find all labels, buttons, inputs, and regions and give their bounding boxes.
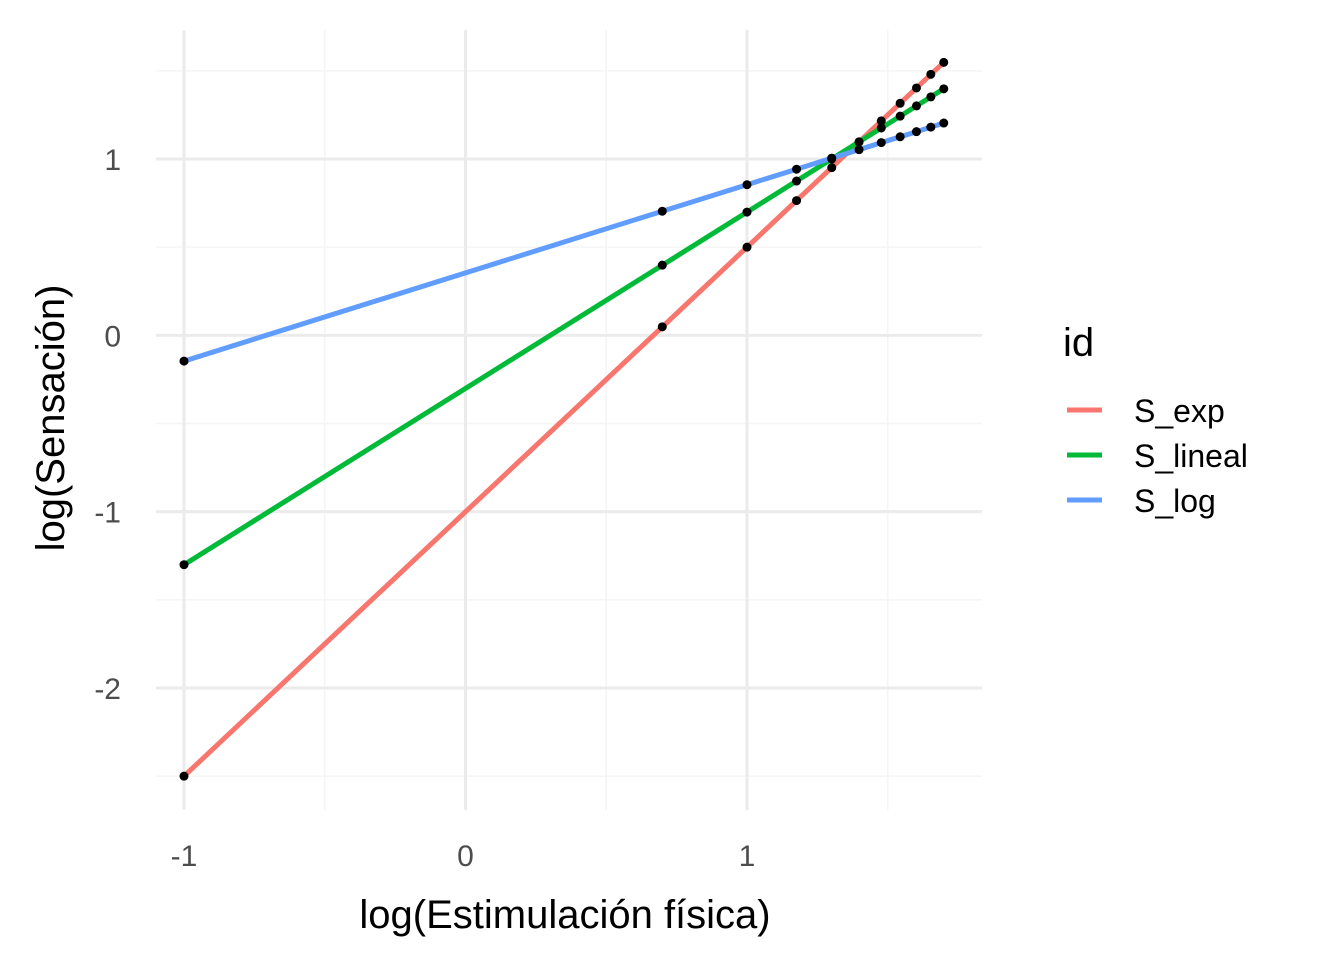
data-point-S_lineal (792, 176, 802, 186)
legend: id S_exp S_lineal S_log (1063, 321, 1248, 519)
data-point-S_log (876, 138, 886, 148)
data-point-S_exp (792, 196, 802, 206)
x-tick-labels: -1 0 1 (171, 840, 756, 873)
data-point-S_lineal (911, 101, 921, 111)
data-point-S_log (926, 122, 936, 132)
data-point-S_exp (657, 322, 667, 332)
grid (156, 30, 982, 810)
data-point-S_lineal (742, 207, 752, 217)
data-point-S_log (827, 153, 837, 163)
data-point-S_exp (827, 163, 837, 173)
data-point-S_exp (926, 69, 936, 79)
y-tick-label: -1 (94, 497, 121, 530)
data-point-S_exp (895, 98, 905, 108)
legend-title: id (1063, 321, 1094, 365)
data-point-S_log (854, 145, 864, 155)
data-point-S_log (911, 127, 921, 137)
data-point-S_exp (939, 57, 949, 67)
data-point-S_log (792, 164, 802, 174)
data-point-S_exp (179, 771, 189, 781)
x-axis-title: log(Estimulación física) (359, 893, 770, 937)
data-point-S_log (179, 356, 189, 366)
data-point-S_log (742, 180, 752, 190)
data-point-S_log (939, 118, 949, 128)
data-point-S_lineal (926, 92, 936, 102)
x-tick-label: 0 (457, 840, 474, 873)
legend-label-S_log: S_log (1134, 483, 1216, 519)
y-axis-title: log(Sensación) (29, 285, 73, 552)
y-tick-label: 0 (104, 320, 121, 353)
y-tick-label: -2 (94, 673, 121, 706)
data-point-S_lineal (939, 84, 949, 94)
data-points (179, 57, 949, 781)
y-tick-labels: 1 0 -1 -2 (94, 144, 121, 706)
data-point-S_lineal (895, 111, 905, 121)
data-point-S_log (657, 206, 667, 216)
legend-label-S_exp: S_exp (1134, 393, 1225, 429)
data-point-S_lineal (876, 123, 886, 133)
data-point-S_lineal (179, 560, 189, 570)
legend-label-S_lineal: S_lineal (1134, 438, 1248, 474)
x-tick-label: -1 (171, 840, 198, 873)
data-point-S_lineal (657, 260, 667, 270)
x-tick-label: 1 (739, 840, 756, 873)
data-point-S_lineal (854, 137, 864, 147)
data-point-S_log (895, 132, 905, 142)
data-point-S_exp (911, 83, 921, 93)
data-point-S_exp (876, 116, 886, 126)
data-point-S_exp (742, 242, 752, 252)
y-tick-label: 1 (104, 144, 121, 177)
